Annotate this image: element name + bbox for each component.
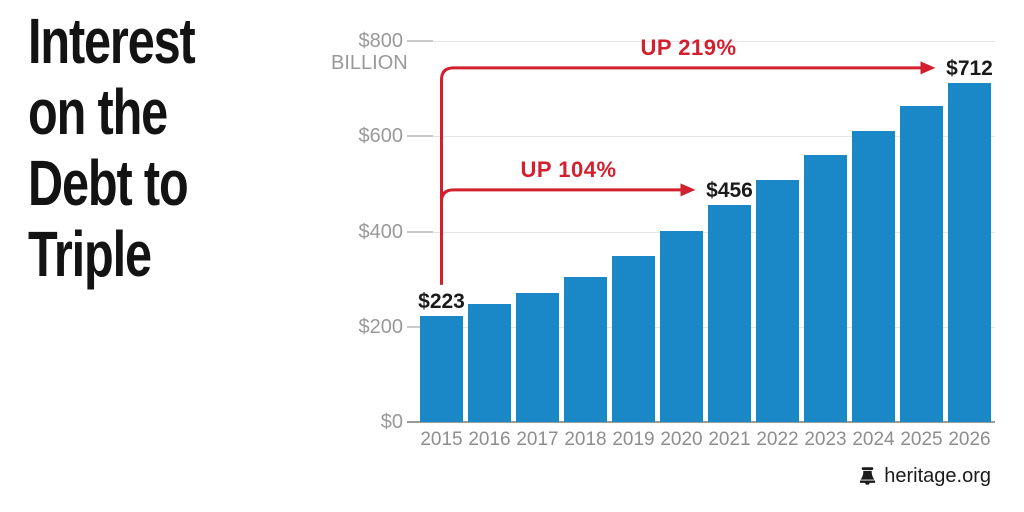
x-axis-line [407, 421, 995, 423]
ytick-label-0: $0 [380, 411, 403, 433]
annotation-label-up-219-: UP 219% [640, 34, 737, 60]
year-label-2024: 2024 [852, 429, 895, 450]
ytick-label-800: $800 BILLION [331, 30, 408, 74]
year-label-2016: 2016 [468, 429, 511, 450]
year-label-2019: 2019 [612, 429, 655, 450]
year-label-2021: 2021 [708, 429, 751, 450]
year-label-2017: 2017 [516, 429, 559, 450]
year-label-2020: 2020 [660, 429, 703, 450]
ytick-800 [407, 40, 433, 42]
ytick-label-400: $400 [358, 220, 404, 243]
headline-line-2: on the [28, 76, 168, 148]
headline-line-3: Debt to [28, 147, 189, 219]
year-label-2026: 2026 [948, 429, 991, 450]
source-domain: heritage.org [884, 465, 991, 487]
annotation-label-up-104-: UP 104% [520, 156, 617, 182]
value-label-2021: $456 [706, 178, 753, 202]
ytick-600 [407, 135, 433, 138]
liberty-bell-icon [860, 467, 876, 485]
value-label-2015: $223 [418, 289, 465, 313]
year-label-2015: 2015 [420, 429, 463, 450]
bar-2021 [708, 204, 751, 422]
year-label-2023: 2023 [804, 429, 847, 450]
year-label-2018: 2018 [564, 429, 607, 450]
bar-2017 [516, 293, 559, 422]
ytick-label-600: $600 [358, 125, 404, 148]
ytick-label-200: $200 [358, 315, 404, 338]
bar-2019 [612, 255, 655, 422]
headline-line-4: Triple [28, 218, 152, 290]
bar-2025 [900, 106, 943, 422]
value-label-2026: $712 [946, 56, 993, 80]
headline-line-1: Interest [28, 5, 196, 77]
bar-2022 [756, 180, 799, 422]
year-label-2025: 2025 [900, 429, 943, 450]
bar-2018 [564, 277, 607, 422]
bar-2026 [948, 82, 991, 422]
chart-headline: Interest on the Debt to Triple [28, 5, 196, 290]
bar-2016 [468, 303, 511, 422]
source-attribution: heritage.org [857, 465, 991, 488]
bar-2020 [660, 230, 703, 422]
bar-2015 [420, 315, 463, 422]
y-axis-unit-label: BILLION [331, 52, 408, 74]
year-label-2022: 2022 [756, 429, 799, 450]
bar-2023 [804, 155, 847, 422]
bar-2024 [852, 130, 895, 422]
gridline-800 [407, 41, 995, 42]
ytick-400 [407, 230, 433, 233]
